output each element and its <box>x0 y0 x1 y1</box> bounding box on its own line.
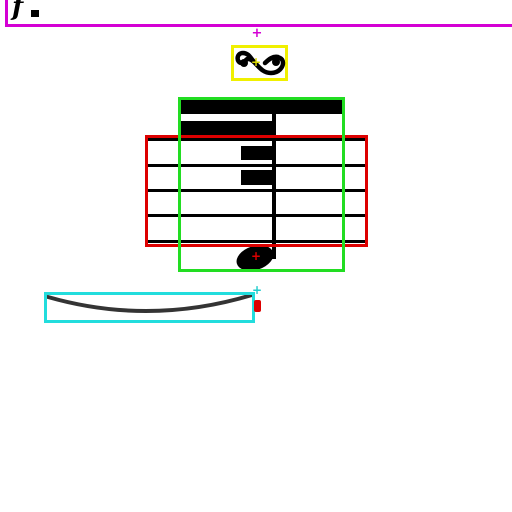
staff-annotation-box <box>145 135 368 247</box>
yellow-anchor-marker: + <box>250 55 262 69</box>
dynamic-annotation-box <box>5 0 512 27</box>
red-tick-marker <box>254 300 261 312</box>
staff-line <box>148 164 366 167</box>
staff-line <box>148 138 366 141</box>
beam-stub-2 <box>241 170 274 185</box>
beam-primary <box>180 100 344 114</box>
red-anchor-marker: + <box>250 249 262 263</box>
staff-line <box>148 240 366 243</box>
slur-icon <box>46 293 254 313</box>
note-stem <box>272 103 276 259</box>
note-annotation-box <box>178 97 345 272</box>
dynamic-marking: f <box>12 0 24 22</box>
beam-secondary <box>180 121 275 135</box>
dynamic-dot <box>31 10 39 17</box>
turn-icon <box>235 50 286 76</box>
staff-line <box>148 214 366 217</box>
turn-annotation-box <box>231 45 288 81</box>
cyan-anchor-marker: + <box>251 283 263 297</box>
beam-stub-1 <box>241 146 274 160</box>
magenta-anchor-marker: + <box>251 26 263 41</box>
staff-line <box>148 189 366 192</box>
slur-annotation-box <box>44 292 255 323</box>
